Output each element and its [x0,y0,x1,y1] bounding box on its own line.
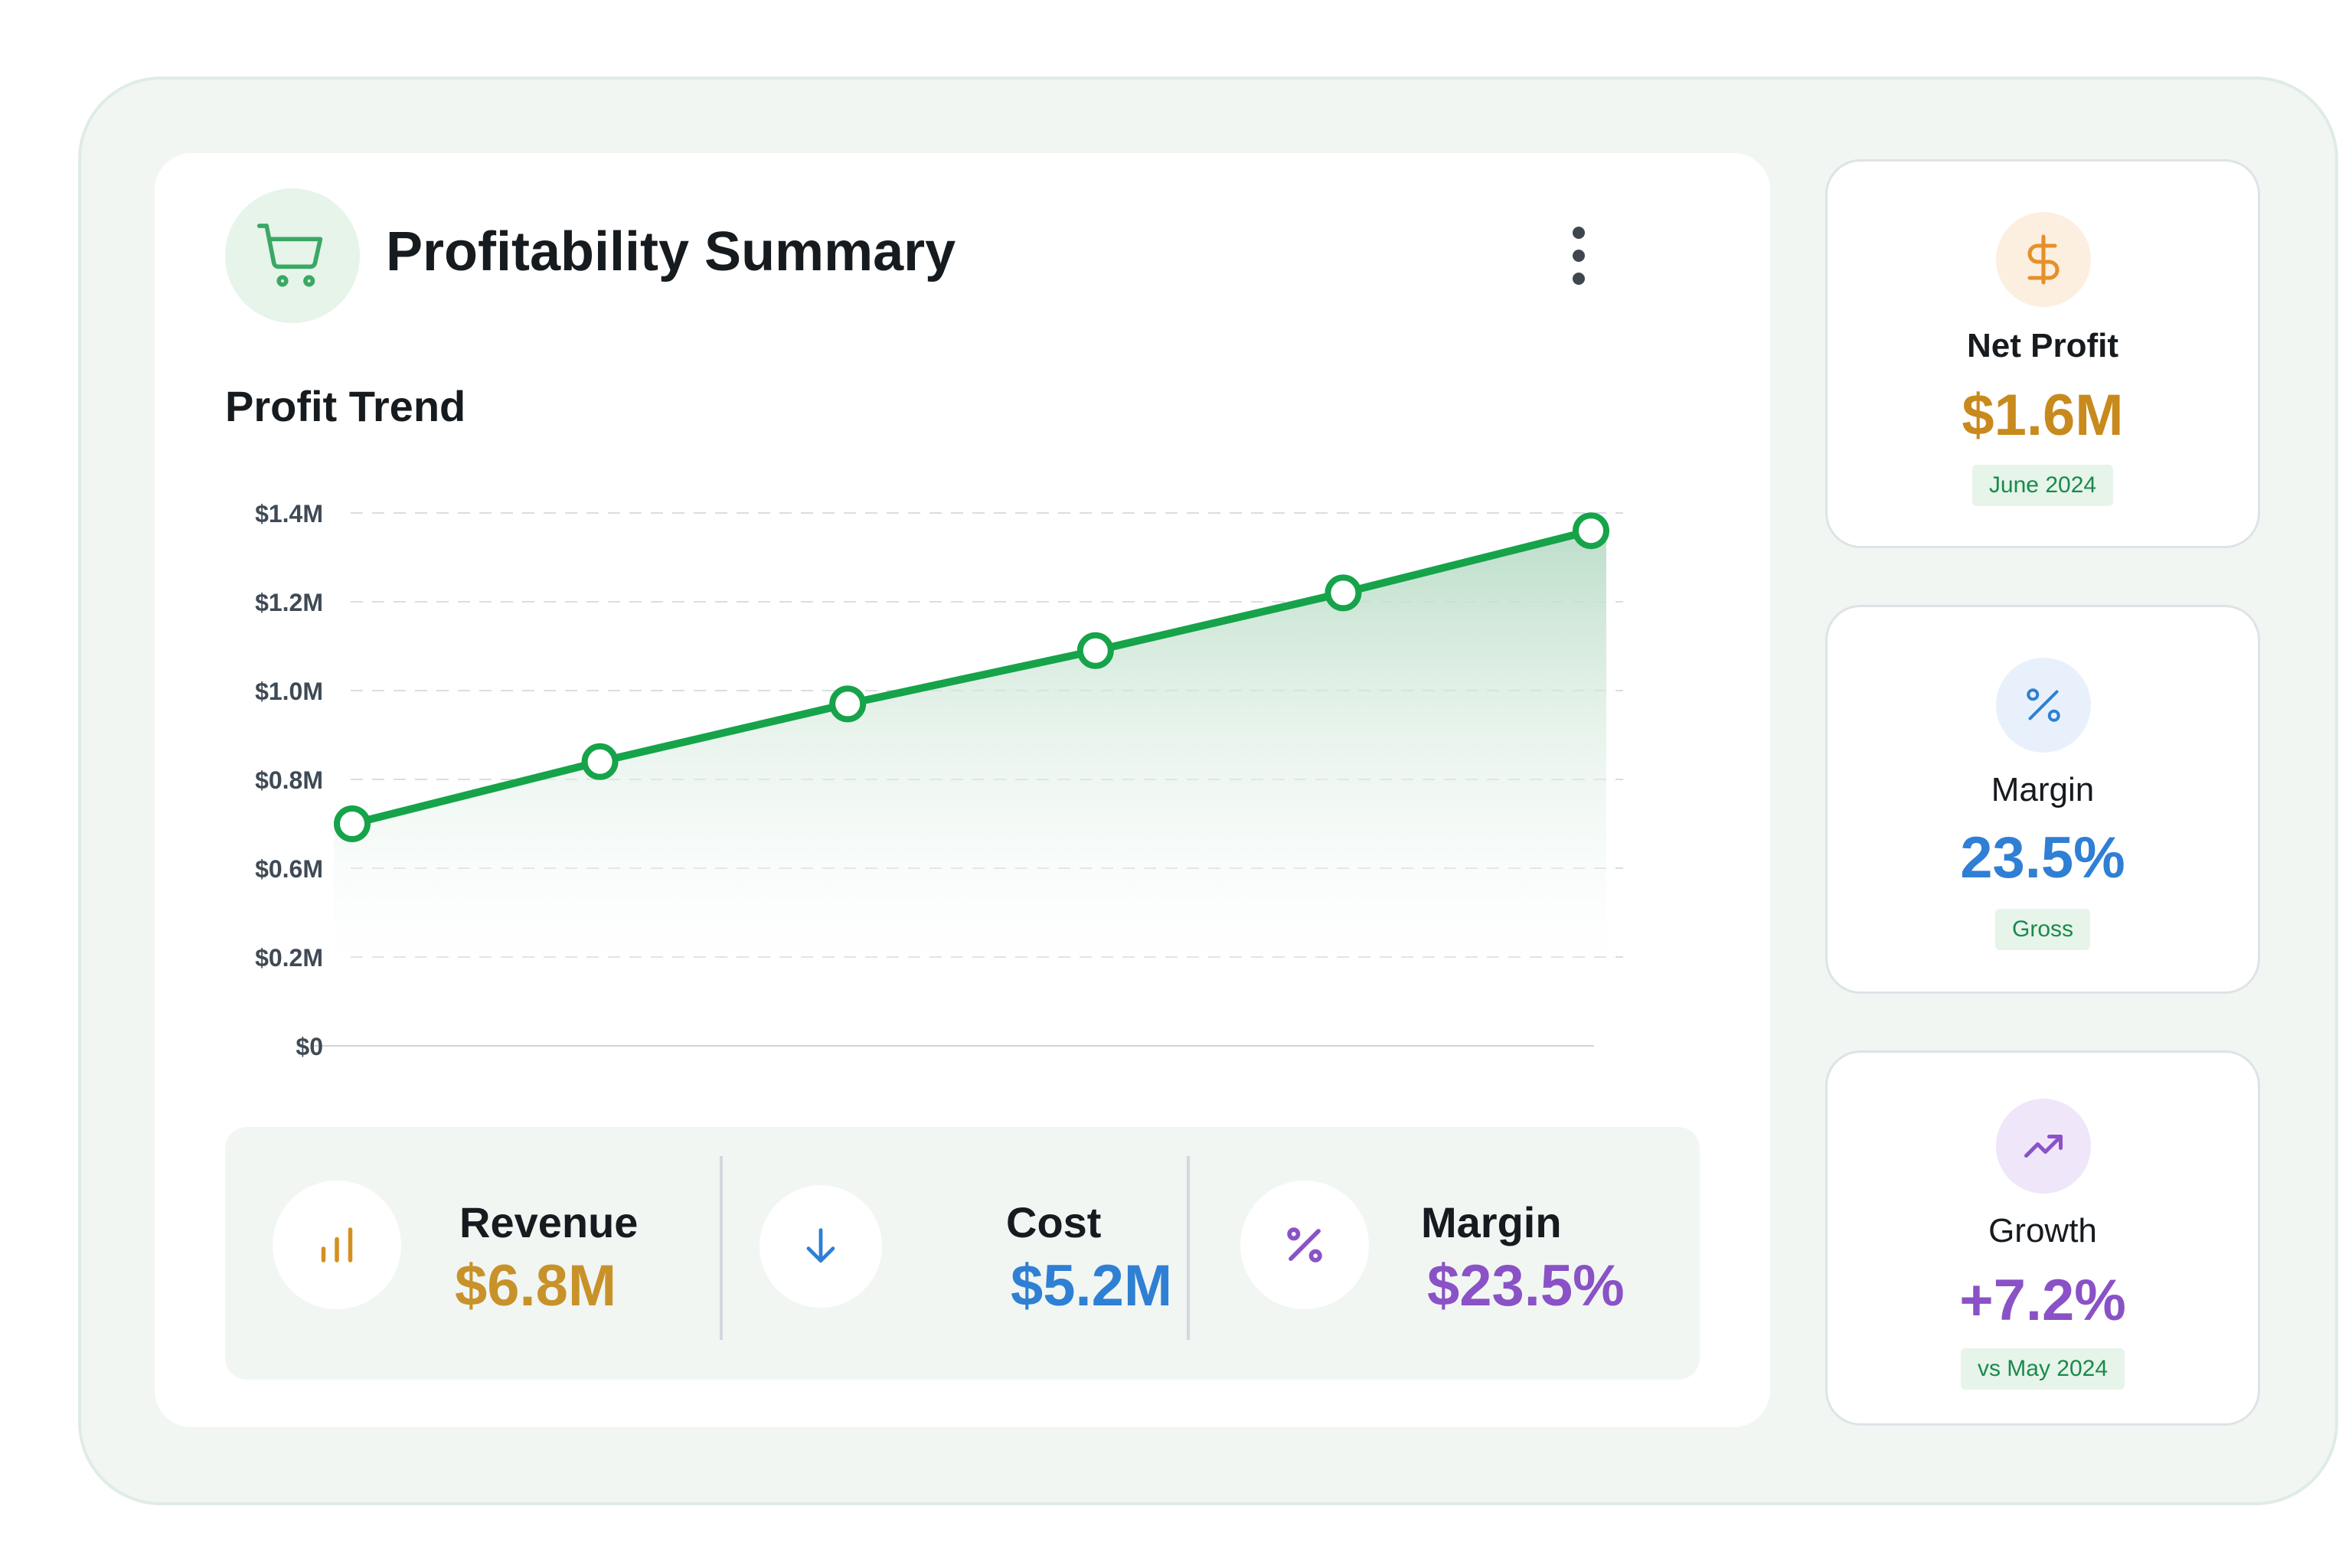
kpi-card-growth[interactable]: Growth +7.2% vs May 2024 [1825,1050,2260,1426]
profitability-summary-card: Profitability Summary Profit Trend $1.4M… [155,153,1770,1427]
data-point[interactable] [334,805,371,842]
page-title: Profitability Summary [386,221,956,283]
data-point[interactable] [1573,512,1609,550]
y-tick-label: $0.8M [255,766,323,794]
y-tick-label: $1.4M [255,500,323,528]
stat-label: Revenue [459,1198,639,1246]
percent-icon-badge [1996,658,2091,753]
cart-icon-badge [225,188,360,323]
shopping-cart-icon [256,224,323,287]
kpi-card-net-profit[interactable]: Net Profit $1.6M June 2024 [1825,159,2260,548]
profit-trend-chart: $1.4M $1.2M $1.0M $0.8M $0.6M $0.2M $0 [255,500,1623,1060]
dollar-icon-badge [1996,212,2091,307]
percent-icon-badge [1240,1181,1369,1309]
trending-up-icon-badge [1996,1099,2091,1194]
percent-icon [1287,1227,1322,1263]
stat-label: Cost [1006,1198,1102,1246]
y-tick-label: $1.0M [255,678,323,705]
dollar-icon [2027,234,2060,285]
stat-cost: Cost $5.2M [723,1127,1182,1380]
kpi-value: 23.5% [1960,825,2125,890]
y-tick-label: $0.6M [255,855,323,883]
stat-value: $5.2M [1011,1253,1173,1318]
data-point[interactable] [1325,574,1362,612]
stat-label: Margin [1421,1198,1562,1246]
stat-revenue: Revenue $6.8M [225,1127,700,1380]
y-tick-label: $0 [296,1033,323,1060]
kpi-label: Net Profit [1967,327,2118,364]
data-point[interactable] [829,685,867,723]
percent-icon [2027,688,2060,722]
data-point[interactable] [1076,632,1114,669]
kpi-badge: Gross [1994,909,2091,950]
kpi-value: +7.2% [1959,1268,2126,1333]
profit-area [334,531,1606,972]
arrow-down-icon [806,1228,835,1263]
chart-title: Profit Trend [225,382,466,430]
kpi-value: $1.6M [1962,383,2124,448]
y-tick-label: $1.2M [255,589,323,616]
profit-line [348,527,1595,828]
kpi-badge: June 2024 [1971,465,2114,506]
trending-up-icon [2024,1135,2063,1158]
arrow-down-icon-badge [760,1185,882,1308]
stat-value: $23.5% [1427,1253,1625,1318]
bar-chart-icon-badge [273,1181,401,1309]
stat-value: $6.8M [455,1253,617,1318]
data-point[interactable] [581,743,619,780]
kpi-label: Growth [1988,1212,2097,1250]
bar-chart-icon [321,1227,353,1263]
more-vertical-icon [1573,227,1585,239]
stat-margin: Margin $23.5% [1190,1127,1695,1380]
summary-stats-bar: Revenue $6.8M Cost $5.2M [225,1127,1700,1380]
kpi-badge: vs May 2024 [1960,1348,2125,1390]
stat-divider [720,1156,723,1340]
more-options-button[interactable] [1556,227,1602,285]
stat-divider [1187,1156,1190,1340]
y-tick-label: $0.2M [255,944,323,972]
kpi-label: Margin [1991,771,2095,808]
kpi-card-margin[interactable]: Margin 23.5% Gross [1825,605,2260,994]
